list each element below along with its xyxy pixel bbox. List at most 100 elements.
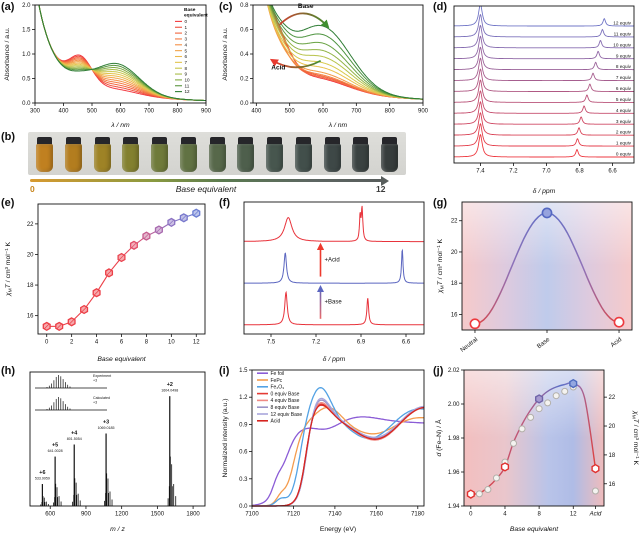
svg-text:4: 4	[185, 42, 188, 47]
svg-text:2 equiv: 2 equiv	[616, 130, 632, 135]
svg-text:6.6: 6.6	[402, 340, 411, 346]
vial	[352, 137, 370, 172]
vial-body	[352, 144, 370, 172]
svg-text:+4: +4	[71, 430, 77, 436]
panel-i-label: (i)	[219, 365, 230, 377]
panel-e-label: (e)	[1, 197, 15, 209]
svg-text:8: 8	[185, 66, 188, 71]
panel-f: (f) +Base +Acid 7.5 7.2 6.9 6.6 δ / ppm	[218, 196, 432, 364]
svg-text:8 equiv: 8 equiv	[616, 64, 632, 69]
svg-text:χMT / cm³ mol⁻¹ K: χMT / cm³ mol⁻¹ K	[631, 410, 639, 466]
vial-cap	[65, 137, 81, 145]
vial	[294, 137, 312, 172]
svg-text:8: 8	[145, 340, 149, 346]
svg-text:8: 8	[537, 512, 541, 518]
svg-text:Acid: Acid	[609, 336, 623, 349]
panel-h: (h) +6 533.9959 +5 641.0028 +4 801.5054 +3 1069…	[0, 364, 215, 534]
svg-text:900: 900	[418, 109, 429, 115]
panel-g-chart: 16 18 20 22 χMT / cm³ mol⁻¹ K Neutral Base Acid	[437, 201, 633, 354]
svg-text:12: 12	[193, 340, 200, 346]
vial-cap	[238, 137, 254, 145]
svg-text:4: 4	[503, 512, 507, 518]
svg-text:7100: 7100	[245, 512, 259, 518]
svg-text:0.9: 0.9	[239, 422, 248, 428]
vial-cap	[180, 137, 196, 145]
svg-text:4 equiv Base: 4 equiv Base	[271, 398, 300, 404]
svg-text:16: 16	[27, 314, 34, 320]
panel-e: (e) 0 2 4 6 8 10 12 16 18 20 22 Base equivalent χMT …	[0, 196, 215, 364]
vial	[93, 137, 111, 172]
svg-text:Base: Base	[184, 7, 196, 13]
vial	[208, 137, 226, 172]
svg-text:Acid: Acid	[271, 64, 285, 71]
svg-text:2.0: 2.0	[22, 3, 31, 9]
svg-text:1.94: 1.94	[448, 504, 460, 510]
svg-text:900: 900	[201, 109, 212, 115]
svg-text:18: 18	[27, 283, 34, 289]
svg-text:6.9: 6.9	[357, 340, 366, 346]
svg-text:801.5054: 801.5054	[67, 437, 82, 441]
vial-cap	[295, 137, 311, 145]
svg-text:Calculated: Calculated	[93, 396, 110, 400]
vial-body	[179, 144, 197, 172]
svg-text:2.02: 2.02	[448, 368, 460, 374]
vial	[381, 137, 398, 172]
svg-text:12 equiv: 12 equiv	[613, 21, 631, 26]
vial-body	[64, 144, 82, 172]
svg-text:Experiment: Experiment	[93, 374, 111, 378]
svg-text:800: 800	[385, 109, 396, 115]
svg-text:+3: +3	[103, 420, 109, 426]
panel-c: (c) 400 500 600 700 800 900 0.0 0.2 0.4 0.6 0.8 λ /…	[218, 0, 432, 130]
vial-cap	[353, 137, 369, 145]
svg-text:4 equiv: 4 equiv	[616, 108, 632, 113]
svg-text:6 equiv: 6 equiv	[616, 86, 632, 91]
vial-body	[93, 144, 111, 172]
panel-h-label: (h)	[1, 365, 16, 377]
svg-text:11 equiv: 11 equiv	[614, 31, 632, 36]
svg-text:Acid: Acid	[589, 512, 602, 518]
svg-text:1.5: 1.5	[239, 368, 248, 374]
svg-text:0: 0	[45, 340, 49, 346]
panel-b-label: (b)	[1, 131, 16, 143]
vial	[151, 137, 168, 172]
svg-text:600: 600	[318, 109, 329, 115]
svg-text:10: 10	[168, 340, 175, 346]
svg-text:7140: 7140	[328, 512, 342, 518]
panel-a: (a) 300 400 500 600 700 800 900 0.0 0.5 1.0 1.5 2.0…	[0, 0, 215, 130]
svg-text:10 equiv: 10 equiv	[613, 42, 631, 47]
svg-text:+2: +2	[167, 382, 173, 388]
svg-text:0.0: 0.0	[240, 101, 249, 107]
svg-text:500: 500	[87, 109, 98, 115]
vial-strip	[28, 132, 406, 175]
vial	[179, 137, 197, 172]
svg-text:+6: +6	[39, 470, 45, 476]
svg-text:7120: 7120	[287, 512, 301, 518]
vial-body	[237, 144, 255, 172]
svg-text:Fe₂O₃: Fe₂O₃	[271, 385, 285, 391]
panel-e-chart: 0 2 4 6 8 10 12 16 18 20 22 Base equivalent χMT / cm…	[5, 203, 206, 363]
svg-text:9 equiv: 9 equiv	[616, 53, 632, 58]
panel-i: (i) Fe foil FePc Fe₂O₃ 0 equiv Base 4 equiv …	[218, 364, 432, 534]
vial	[323, 137, 341, 172]
svg-text:Absorbance / a.u.: Absorbance / a.u.	[4, 27, 11, 80]
svg-text:Neutral: Neutral	[459, 336, 479, 354]
svg-text:Base: Base	[298, 3, 314, 10]
panel-a-label: (a)	[1, 1, 15, 13]
svg-text:6: 6	[185, 54, 188, 59]
panel-d-label: (d)	[433, 1, 448, 13]
svg-text:1800: 1800	[186, 512, 200, 518]
vial-cap	[94, 137, 110, 145]
panel-d: (d) 0 equiv 1 equiv 2 equiv 3 equiv 4 equiv 5…	[432, 0, 640, 196]
svg-text:8 equiv Base: 8 equiv Base	[271, 405, 300, 411]
svg-text:7180: 7180	[411, 512, 425, 518]
panel-j-chart: 0 4 8 12 Acid 1.94 1.96 1.98 2.00 2.02 16 18 20 22 Bas…	[434, 368, 639, 533]
svg-text:6.6: 6.6	[608, 169, 617, 175]
svg-text:Energy (eV): Energy (eV)	[320, 526, 356, 533]
svg-text:1.5: 1.5	[22, 28, 31, 34]
svg-text:0.3: 0.3	[239, 477, 248, 483]
svg-text:0.4: 0.4	[240, 52, 249, 58]
svg-text:3: 3	[185, 37, 188, 42]
svg-text:0.0: 0.0	[239, 504, 248, 510]
svg-text:7.4: 7.4	[476, 169, 485, 175]
